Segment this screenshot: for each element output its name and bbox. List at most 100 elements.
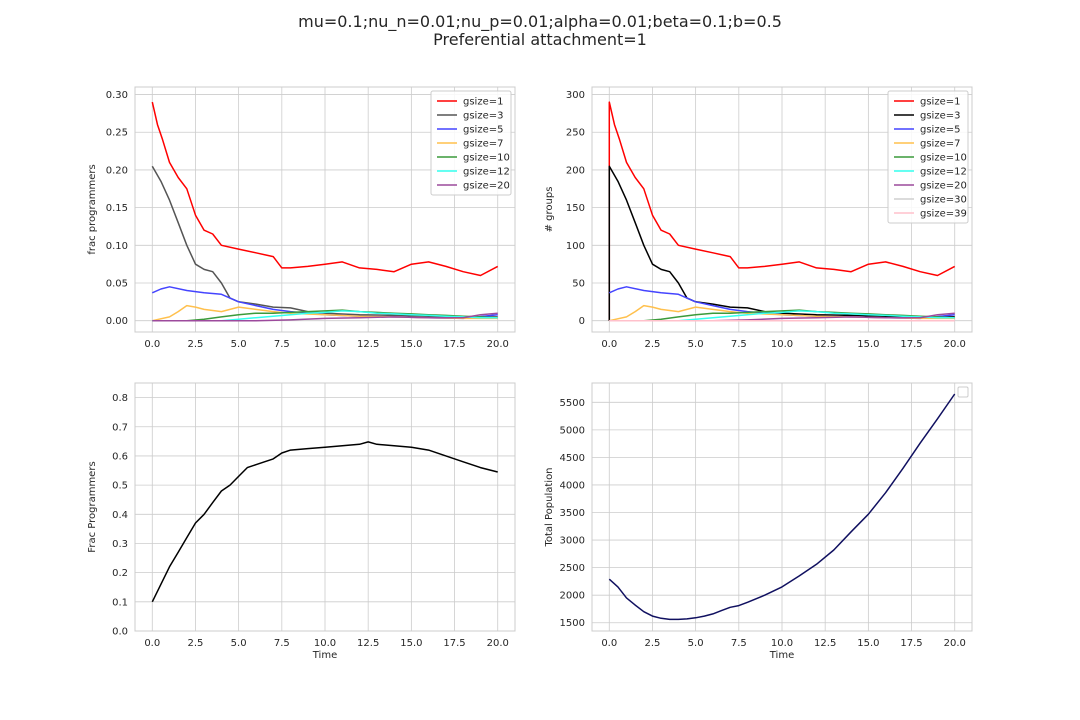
y-tick-label: 2000 xyxy=(560,591,585,602)
y-tick-label: 0.05 xyxy=(106,279,128,290)
x-tick-label: 10.0 xyxy=(314,339,336,350)
x-tick-label: 20.0 xyxy=(944,638,966,649)
series-line xyxy=(152,309,498,322)
chart-frac-programmers-by-group-size: 0.0 2.5 5.0 7.5 10.0 12.5 15.0 17.5 20.0 0.00 0.05… xyxy=(87,86,516,350)
x-tick-label: 2.5 xyxy=(188,339,204,350)
x-tick-label: 12.5 xyxy=(357,339,379,350)
y-tick-label: 0.1 xyxy=(112,597,128,608)
chart-group-count-by-group-size: 0.0 2.5 5.0 7.5 10.0 12.5 15.0 17.5 20.0 0 50 100 15… xyxy=(544,86,973,350)
y-axis-label: Total Population xyxy=(544,467,555,547)
y-tick-label: 200 xyxy=(566,165,585,176)
x-tick-label: 2.5 xyxy=(188,638,204,649)
legend-label: gsize=39 xyxy=(920,209,967,220)
x-tick-label: 0.0 xyxy=(144,339,160,350)
y-tick-label: 3000 xyxy=(560,536,585,547)
x-tick-label: 17.5 xyxy=(443,638,465,649)
chart-total-population-over-time: 0.0 2.5 5.0 7.5 10.0 12.5 15.0 17.5 20.0 1500 2000… xyxy=(544,382,973,661)
x-tick-label: 7.5 xyxy=(274,339,290,350)
y-axis-label: # groups xyxy=(544,187,555,233)
x-tick-label: 7.5 xyxy=(731,638,747,649)
y-tick-label: 100 xyxy=(566,241,585,252)
x-tick-label: 10.0 xyxy=(771,339,793,350)
x-tick-label: 20.0 xyxy=(487,339,509,350)
legend-label: gsize=1 xyxy=(920,97,960,108)
x-tick-label: 0.0 xyxy=(144,638,160,649)
x-axis-label: Time xyxy=(769,650,794,661)
x-tick-label: 20.0 xyxy=(487,638,509,649)
x-tick-label: 10.0 xyxy=(314,638,336,649)
y-tick-label: 2500 xyxy=(560,563,585,574)
y-tick-label: 0.8 xyxy=(112,393,128,404)
x-tick-label: 17.5 xyxy=(900,638,922,649)
x-tick-label: 12.5 xyxy=(357,638,379,649)
y-tick-label: 0 xyxy=(579,316,585,327)
series-line xyxy=(608,101,956,321)
y-tick-label: 300 xyxy=(566,90,585,101)
x-tick-label: 5.0 xyxy=(231,339,247,350)
legend-label: gsize=12 xyxy=(463,167,510,178)
series-line xyxy=(152,312,498,322)
y-tick-label: 3500 xyxy=(560,508,585,519)
x-tick-label: 15.0 xyxy=(857,339,879,350)
y-tick-label: 0.7 xyxy=(112,422,128,433)
legend-label: gsize=7 xyxy=(463,139,503,150)
x-tick-label: 5.0 xyxy=(688,638,704,649)
x-tick-label: 20.0 xyxy=(944,339,966,350)
x-tick-label: 15.0 xyxy=(857,638,879,649)
series-line xyxy=(609,310,955,322)
y-tick-label: 0.00 xyxy=(106,316,128,327)
series-line xyxy=(152,310,498,322)
legend-label: gsize=3 xyxy=(920,111,960,122)
y-tick-label: 5500 xyxy=(560,398,585,409)
legend-label: gsize=3 xyxy=(463,111,503,122)
y-tick-label: 0.0 xyxy=(112,627,128,638)
x-tick-label: 0.0 xyxy=(601,638,617,649)
legend-label: gsize=10 xyxy=(463,153,510,164)
x-axis-label: Time xyxy=(312,650,337,661)
x-tick-label: 2.5 xyxy=(645,638,661,649)
legend-label: gsize=20 xyxy=(920,181,967,192)
y-axis-label: frac programmers xyxy=(87,164,98,254)
legend-label: gsize=12 xyxy=(920,167,967,178)
axes-frame xyxy=(134,86,516,333)
y-tick-label: 0.4 xyxy=(112,510,128,521)
figure-title-line2: Preferential attachment=1 xyxy=(433,30,647,49)
y-tick-label: 0.2 xyxy=(112,568,128,579)
y-axis-label: Frac Programmers xyxy=(87,461,98,552)
series-line xyxy=(151,101,499,277)
legend-box xyxy=(887,90,969,224)
y-tick-label: 150 xyxy=(566,203,585,214)
y-tick-label: 0.20 xyxy=(106,165,128,176)
y-tick-label: 4000 xyxy=(560,480,585,491)
legend-label: gsize=5 xyxy=(920,125,960,136)
x-tick-label: 12.5 xyxy=(814,638,836,649)
y-tick-label: 0.5 xyxy=(112,481,128,492)
legend-label: gsize=5 xyxy=(463,125,503,136)
y-tick-label: 0.25 xyxy=(106,128,128,139)
series-line xyxy=(151,441,498,603)
y-tick-label: 50 xyxy=(572,279,585,290)
legend-label: gsize=7 xyxy=(920,139,960,150)
y-tick-label: 0.6 xyxy=(112,451,128,462)
x-tick-label: 17.5 xyxy=(443,339,465,350)
axes-frame xyxy=(134,382,516,632)
figure-title-line1: mu=0.1;nu_n=0.01;nu_p=0.01;alpha=0.01;be… xyxy=(298,12,782,32)
legend-label: gsize=1 xyxy=(463,97,503,108)
x-tick-label: 5.0 xyxy=(231,638,247,649)
legend-box xyxy=(430,90,512,196)
y-tick-label: 0.30 xyxy=(106,90,128,101)
x-tick-label: 0.0 xyxy=(601,339,617,350)
x-tick-label: 15.0 xyxy=(400,638,422,649)
x-tick-label: 10.0 xyxy=(771,638,793,649)
legend-box xyxy=(957,386,969,398)
x-tick-label: 12.5 xyxy=(814,339,836,350)
x-tick-label: 7.5 xyxy=(274,638,290,649)
y-tick-label: 0.3 xyxy=(112,539,128,550)
x-tick-label: 17.5 xyxy=(900,339,922,350)
x-tick-label: 7.5 xyxy=(731,339,747,350)
series-line xyxy=(608,393,956,621)
x-tick-label: 2.5 xyxy=(645,339,661,350)
series-line xyxy=(609,309,955,322)
x-tick-label: 15.0 xyxy=(400,339,422,350)
